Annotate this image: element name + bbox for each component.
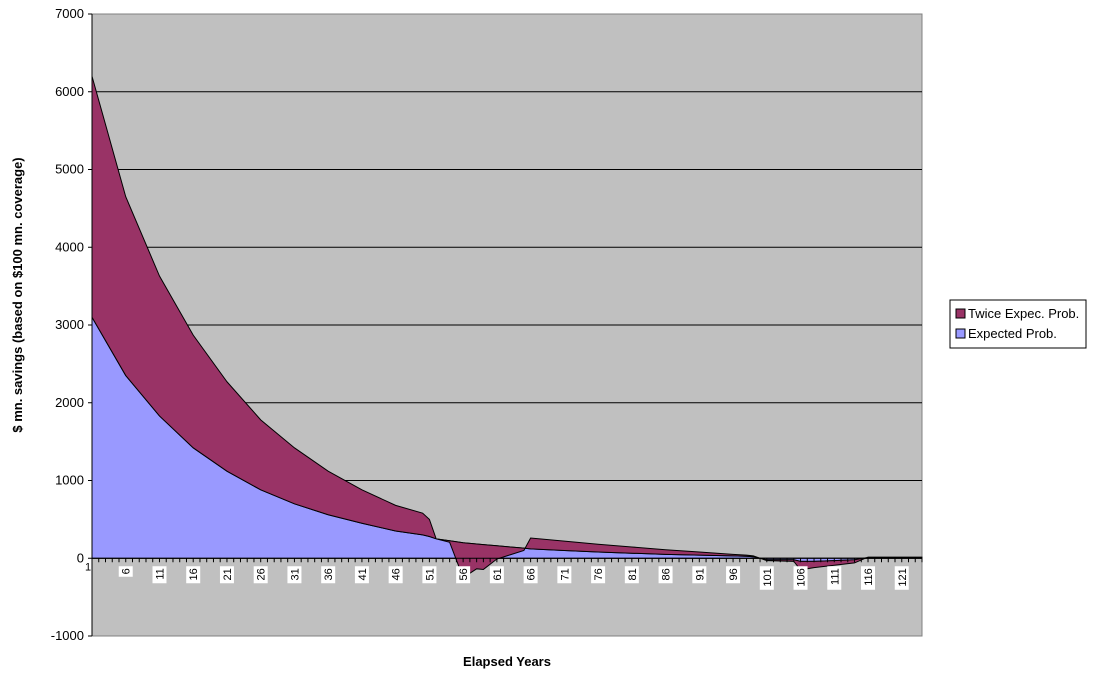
x-tick-label: 56 xyxy=(458,568,470,580)
x-tick-label: 26 xyxy=(256,568,268,580)
x-tick-label-box xyxy=(759,566,774,590)
legend-swatch xyxy=(955,308,966,319)
x-tick-label: 116 xyxy=(863,568,875,586)
x-tick-label: 76 xyxy=(593,568,605,580)
x-tick-label: 66 xyxy=(526,568,538,580)
x-tick-label: 41 xyxy=(357,568,369,580)
x-tick-label-box xyxy=(793,566,808,590)
x-tick-label: 16 xyxy=(188,568,200,580)
x-tick-label-box xyxy=(692,566,707,584)
legend-swatch xyxy=(955,328,966,339)
x-tick-label: 51 xyxy=(424,568,436,580)
x-tick-label-box xyxy=(827,566,842,590)
x-tick-group: 111 xyxy=(827,566,842,590)
x-tick-label-box xyxy=(219,566,234,584)
x-tick-group: 21 xyxy=(219,566,234,584)
x-tick-label: 106 xyxy=(796,568,808,586)
x-tick-label: 71 xyxy=(559,568,571,580)
x-tick-group: 76 xyxy=(591,566,606,584)
x-tick-label: 61 xyxy=(492,568,504,580)
x-tick-label: 6 xyxy=(121,568,133,574)
x-tick-label-box xyxy=(894,566,909,590)
x-tick-label-box xyxy=(624,566,639,584)
x-tick-label-box xyxy=(118,566,133,577)
x-tick-group: 46 xyxy=(388,566,403,584)
x-tick-label-box xyxy=(152,566,167,584)
y-tick-label: 4000 xyxy=(55,239,84,254)
y-tick-label: 7000 xyxy=(55,6,84,21)
legend-label: Expected Prob. xyxy=(968,326,1057,341)
x-axis-ticks: 1 6 11 16 21 26 31 36 41 46 51 56 61 66 71 76 81 86 91 96 10… xyxy=(85,561,909,590)
x-axis-title: Elapsed Years xyxy=(463,654,551,669)
x-tick-label-box xyxy=(253,566,268,584)
y-tick-label: 0 xyxy=(77,550,84,565)
y-tick-label: 3000 xyxy=(55,317,84,332)
legend-label: Twice Expec. Prob. xyxy=(968,306,1079,321)
x-tick-group: 41 xyxy=(354,566,369,584)
x-tick-label: 121 xyxy=(897,568,909,586)
x-tick-group: 86 xyxy=(658,566,673,584)
x-tick-label-box xyxy=(557,566,572,584)
x-tick-group: 56 xyxy=(456,566,471,584)
x-tick-label-box xyxy=(321,566,336,584)
x-tick-group: 101 xyxy=(759,566,774,590)
x-tick-label: 31 xyxy=(289,568,301,580)
x-tick-label: 21 xyxy=(222,568,234,580)
x-tick-label: 101 xyxy=(762,568,774,586)
legend: Twice Expec. Prob. Expected Prob. xyxy=(949,299,1087,349)
y-tick-label: 5000 xyxy=(55,162,84,177)
x-tick-label-box xyxy=(726,566,741,584)
x-tick-group: 96 xyxy=(726,566,741,584)
y-tick-label: 1000 xyxy=(55,473,84,488)
x-tick-group: 26 xyxy=(253,566,268,584)
x-tick-group: 16 xyxy=(186,566,201,584)
x-tick-label-box xyxy=(422,566,437,584)
x-tick-group: 121 xyxy=(894,566,909,590)
x-tick-label-box xyxy=(489,566,504,584)
x-tick-label: 86 xyxy=(661,568,673,580)
y-tick-label: -1000 xyxy=(51,628,84,643)
x-tick-group: 66 xyxy=(523,566,538,584)
y-tick-label: 2000 xyxy=(55,395,84,410)
x-tick-label: 1 xyxy=(85,561,91,573)
x-tick-group: 31 xyxy=(287,566,302,584)
legend-box xyxy=(949,299,1087,349)
x-tick-label-box xyxy=(456,566,471,584)
x-tick-label-box xyxy=(186,566,201,584)
x-tick-label: 111 xyxy=(829,568,841,585)
x-tick-label: 46 xyxy=(391,568,403,580)
x-tick-label-box xyxy=(523,566,538,584)
series-areas xyxy=(91,76,923,579)
x-tick-label-box xyxy=(658,566,673,584)
y-axis-ticks: -1000 0 1000 2000 3000 4000 5000 6000 7000 xyxy=(51,6,92,643)
x-tick-label-box xyxy=(861,566,876,590)
x-tick-label: 36 xyxy=(323,568,335,580)
x-tick-group: 61 xyxy=(489,566,504,584)
x-tick-group: 6 xyxy=(118,566,133,577)
x-tick-group: 91 xyxy=(692,566,707,584)
series-area-twice-expec-prob xyxy=(91,76,923,579)
x-tick-group: 51 xyxy=(422,566,437,584)
x-tick-group: 36 xyxy=(321,566,336,584)
y-axis-title: $ mn. savings (based on $100 mn. coverag… xyxy=(10,157,25,432)
x-tick-label-box xyxy=(388,566,403,584)
x-tick-label: 81 xyxy=(627,568,639,580)
x-tick-label: 11 xyxy=(154,568,166,579)
x-tick-group: 106 xyxy=(793,566,808,590)
x-tick-label-box xyxy=(287,566,302,584)
x-tick-group: 116 xyxy=(861,566,876,590)
x-tick-label: 91 xyxy=(694,568,706,580)
y-tick-label: 6000 xyxy=(55,84,84,99)
x-tick-label: 96 xyxy=(728,568,740,580)
x-tick-group: 11 xyxy=(152,566,167,584)
x-tick-label-box xyxy=(591,566,606,584)
x-tick-group: 81 xyxy=(624,566,639,584)
x-tick-group: 71 xyxy=(557,566,572,584)
x-tick-label-box xyxy=(354,566,369,584)
